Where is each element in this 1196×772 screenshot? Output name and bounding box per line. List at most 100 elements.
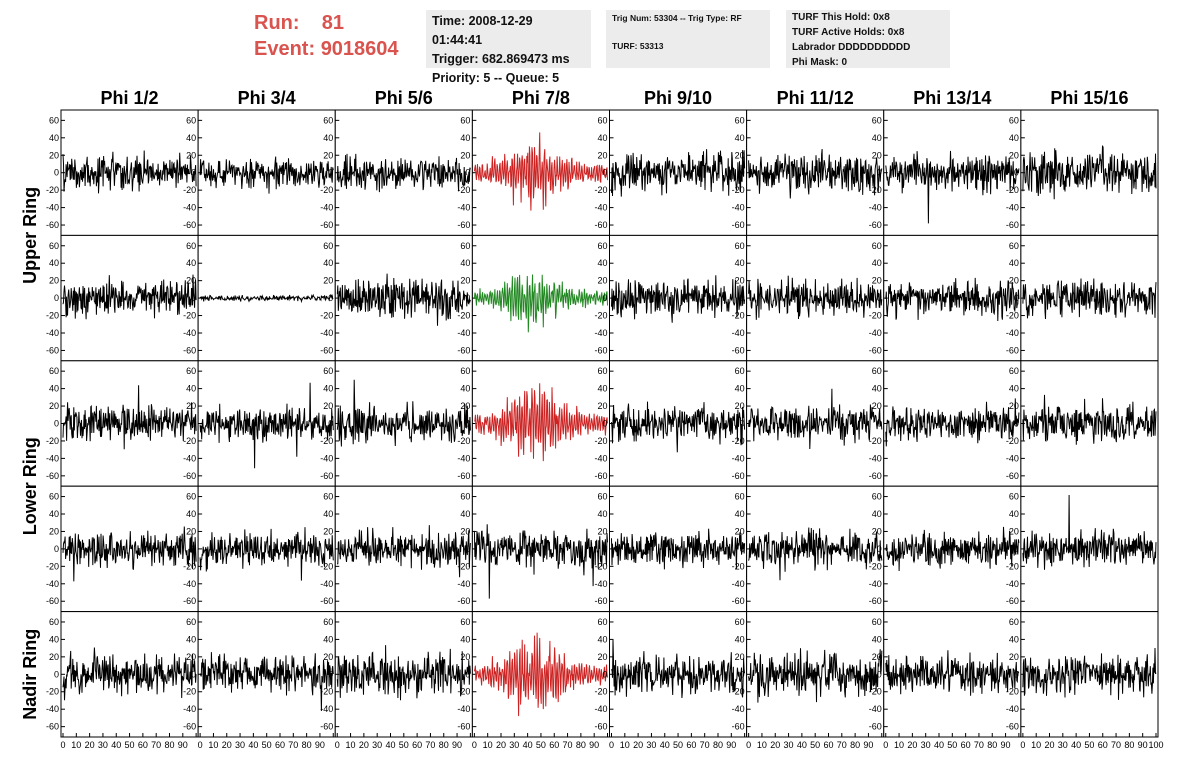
x-tick-label: 90 bbox=[726, 740, 736, 750]
y-tick-label: -40 bbox=[46, 453, 59, 463]
x-tick-label: 60 bbox=[686, 740, 696, 750]
x-tick-label: 10 bbox=[620, 740, 630, 750]
waveform-trace bbox=[199, 156, 334, 194]
y-tick-label: 40 bbox=[49, 258, 59, 268]
y-tick-label: 0 bbox=[877, 419, 882, 429]
waveform-trace bbox=[336, 379, 471, 447]
waveform-trace bbox=[336, 273, 471, 326]
y-tick-label: -20 bbox=[1006, 311, 1019, 321]
x-tick-label: 30 bbox=[235, 740, 245, 750]
waveform-trace bbox=[748, 527, 883, 581]
y-tick-label: 0 bbox=[328, 419, 333, 429]
y-tick-label: -40 bbox=[457, 203, 470, 213]
y-tick-label: 60 bbox=[460, 115, 470, 125]
y-tick-label: 0 bbox=[191, 419, 196, 429]
y-tick-label: 40 bbox=[597, 509, 607, 519]
y-tick-label: 20 bbox=[872, 652, 882, 662]
y-tick-label: 20 bbox=[597, 401, 607, 411]
waveform-trace bbox=[199, 293, 334, 304]
waveform-trace bbox=[336, 153, 471, 193]
y-tick-label: -20 bbox=[869, 561, 882, 571]
y-tick-label: 20 bbox=[323, 526, 333, 536]
y-tick-label: 60 bbox=[49, 617, 59, 627]
y-tick-label: -60 bbox=[594, 345, 607, 355]
phi-mask-text: Phi Mask: 0 bbox=[792, 57, 848, 68]
y-tick-label: 40 bbox=[186, 133, 196, 143]
y-tick-label: 40 bbox=[735, 634, 745, 644]
x-tick-label: 0 bbox=[1020, 740, 1025, 750]
y-tick-label: 60 bbox=[460, 366, 470, 376]
y-tick-label: 20 bbox=[49, 276, 59, 286]
column-title: Phi 7/8 bbox=[512, 88, 570, 108]
labrador-text: Labrador DDDDDDDDDD bbox=[792, 42, 911, 53]
event-label: Event: bbox=[254, 38, 316, 60]
y-tick-label: -60 bbox=[183, 722, 196, 732]
y-tick-label: -60 bbox=[732, 345, 745, 355]
y-tick-label: 20 bbox=[597, 276, 607, 286]
waveform-trace bbox=[885, 150, 1020, 224]
column-title: Phi 1/2 bbox=[101, 88, 159, 108]
x-tick-label: 70 bbox=[837, 740, 847, 750]
y-tick-label: 20 bbox=[735, 652, 745, 662]
x-tick-label: 50 bbox=[399, 740, 409, 750]
y-tick-label: -60 bbox=[457, 596, 470, 606]
y-tick-label: 0 bbox=[740, 293, 745, 303]
y-tick-label: 20 bbox=[186, 526, 196, 536]
waveform-panel: -60 -40 -20 0 20 40 60 bbox=[1006, 109, 1159, 236]
y-tick-label: 60 bbox=[323, 115, 333, 125]
y-tick-label: 40 bbox=[735, 384, 745, 394]
y-tick-label: 20 bbox=[1009, 276, 1019, 286]
y-tick-label: -20 bbox=[594, 687, 607, 697]
waveform-panel: -60 -40 -20 0 20 40 60 bbox=[320, 234, 473, 362]
waveform-panel: -60 -40 -20 0 20 40 60 bbox=[732, 485, 885, 613]
waveform-panel: -60 -40 -20 0 20 40 60 bbox=[320, 360, 473, 487]
event-row: Event: 9018604 bbox=[254, 36, 399, 62]
y-tick-label: -20 bbox=[1006, 436, 1019, 446]
y-tick-label: -60 bbox=[320, 220, 333, 230]
x-tick-label: 50 bbox=[1084, 740, 1094, 750]
waveform-panel: -60 -40 -20 0 20 40 60 bbox=[594, 360, 748, 487]
x-tick-label: 20 bbox=[770, 740, 780, 750]
y-tick-label: 40 bbox=[735, 133, 745, 143]
y-tick-label: -40 bbox=[457, 453, 470, 463]
y-tick-label: -60 bbox=[594, 596, 607, 606]
y-tick-label: 20 bbox=[872, 150, 882, 160]
y-tick-label: 20 bbox=[597, 652, 607, 662]
trigger-text: Trigger: 682.869473 ms bbox=[432, 52, 570, 66]
x-tick-label: 60 bbox=[412, 740, 422, 750]
run-label: Run: bbox=[254, 12, 300, 34]
y-tick-label: -40 bbox=[183, 203, 196, 213]
y-tick-label: 40 bbox=[1009, 384, 1019, 394]
waveform-panel: -60 -40 -20 0 20 40 60 bbox=[732, 234, 885, 362]
y-tick-label: 0 bbox=[740, 544, 745, 554]
y-tick-label: 0 bbox=[602, 544, 607, 554]
y-tick-label: -20 bbox=[320, 185, 333, 195]
x-tick-label: 40 bbox=[934, 740, 944, 750]
waveform-panel: -60 -40 -20 0 20 40 60 bbox=[457, 109, 610, 236]
y-tick-label: 40 bbox=[597, 258, 607, 268]
y-tick-label: -60 bbox=[183, 345, 196, 355]
y-tick-label: -40 bbox=[732, 203, 745, 213]
y-tick-label: -40 bbox=[320, 453, 333, 463]
y-tick-label: 60 bbox=[735, 366, 745, 376]
x-tick-label: 60 bbox=[961, 740, 971, 750]
y-tick-label: 60 bbox=[186, 241, 196, 251]
y-tick-label: -20 bbox=[732, 311, 745, 321]
y-tick-label: 40 bbox=[735, 509, 745, 519]
y-tick-label: -60 bbox=[1006, 722, 1019, 732]
waveform-trace bbox=[748, 648, 883, 703]
x-tick-label: 40 bbox=[248, 740, 258, 750]
waveform-trace bbox=[1022, 647, 1157, 700]
y-tick-label: 0 bbox=[328, 669, 333, 679]
y-tick-label: -20 bbox=[320, 311, 333, 321]
y-tick-label: 0 bbox=[191, 293, 196, 303]
x-tick-label: 90 bbox=[1138, 740, 1148, 750]
x-tick-label: 50 bbox=[673, 740, 683, 750]
y-tick-label: -60 bbox=[46, 471, 59, 481]
y-tick-label: -40 bbox=[869, 579, 882, 589]
waveform-trace bbox=[199, 652, 334, 712]
y-tick-label: 60 bbox=[872, 617, 882, 627]
x-tick-label: 10 bbox=[208, 740, 218, 750]
